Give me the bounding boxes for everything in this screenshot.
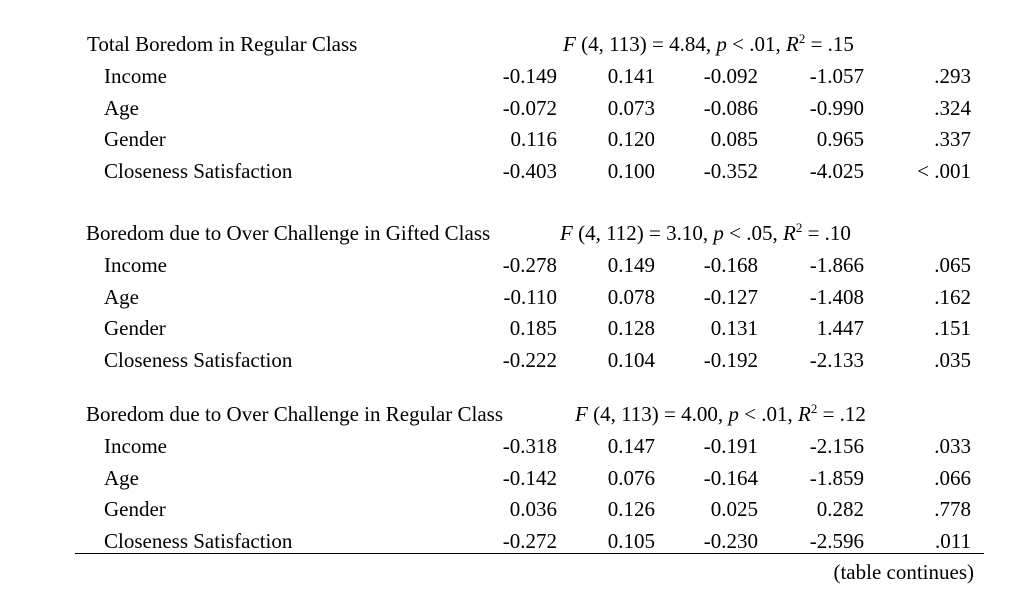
coefficient-b: -0.272 — [502, 529, 557, 553]
beta: -0.086 — [703, 96, 758, 120]
section-title: Boredom due to Over Challenge in Gifted … — [86, 221, 491, 245]
t-value: -2.596 — [809, 529, 864, 553]
table-row: Gender 0.116 0.120 0.085 0.965 .337 — [0, 125, 1027, 153]
beta: -0.191 — [703, 434, 758, 458]
table-row: Age -0.110 0.078 -0.127 -1.408 .162 — [0, 283, 1027, 311]
table-bottom-rule — [75, 553, 984, 554]
coefficient-b: 0.116 — [510, 127, 557, 151]
predictor-label: Gender — [104, 127, 166, 151]
model-statistics: F (4, 113) = 4.00, p < .01, R2 = .12 — [575, 401, 866, 426]
predictor-label: Age — [104, 285, 139, 309]
p-value: .337 — [934, 127, 971, 151]
predictor-label: Closeness Satisfaction — [104, 159, 293, 183]
beta: -0.127 — [703, 285, 758, 309]
coefficient-b: -0.222 — [502, 348, 557, 372]
standard-error: 0.078 — [607, 285, 655, 309]
beta: 0.131 — [710, 316, 758, 340]
standard-error: 0.104 — [607, 348, 655, 372]
coefficient-b: 0.036 — [509, 497, 557, 521]
p-value: .066 — [934, 466, 971, 490]
section-title: Boredom due to Over Challenge in Regular… — [86, 402, 503, 426]
beta: -0.168 — [703, 253, 758, 277]
t-value: 0.282 — [816, 497, 864, 521]
beta: 0.025 — [710, 497, 758, 521]
coefficient-b: -0.149 — [502, 64, 557, 88]
t-value: -1.859 — [809, 466, 864, 490]
standard-error: 0.076 — [607, 466, 655, 490]
table-row: Age -0.142 0.076 -0.164 -1.859 .066 — [0, 464, 1027, 492]
table-row: Income -0.278 0.149 -0.168 -1.866 .065 — [0, 251, 1027, 279]
standard-error: 0.149 — [607, 253, 655, 277]
beta: 0.085 — [710, 127, 758, 151]
t-value: -4.025 — [809, 159, 864, 183]
beta: -0.092 — [703, 64, 758, 88]
coefficient-b: -0.403 — [502, 159, 557, 183]
t-value: 0.965 — [816, 127, 864, 151]
predictor-label: Income — [104, 253, 167, 277]
table-row: Gender 0.036 0.126 0.025 0.282 .778 — [0, 495, 1027, 523]
t-value: -1.408 — [809, 285, 864, 309]
standard-error: 0.126 — [607, 497, 655, 521]
table-row: Income -0.318 0.147 -0.191 -2.156 .033 — [0, 432, 1027, 460]
coefficient-b: 0.185 — [509, 316, 557, 340]
p-value: .778 — [934, 497, 971, 521]
predictor-label: Gender — [104, 316, 166, 340]
coefficient-b: -0.072 — [502, 96, 557, 120]
p-value: .293 — [934, 64, 971, 88]
p-value: .035 — [934, 348, 971, 372]
table-row: Closeness Satisfaction -0.222 0.104 -0.1… — [0, 346, 1027, 374]
standard-error: 0.147 — [607, 434, 655, 458]
beta: -0.164 — [703, 466, 758, 490]
standard-error: 0.100 — [607, 159, 655, 183]
p-value: .324 — [934, 96, 971, 120]
table-row: Gender 0.185 0.128 0.131 1.447 .151 — [0, 314, 1027, 342]
coefficient-b: -0.110 — [503, 285, 557, 309]
predictor-label: Income — [104, 64, 167, 88]
t-value: -1.866 — [809, 253, 864, 277]
section-title: Total Boredom in Regular Class — [87, 32, 358, 56]
p-value: .151 — [934, 316, 971, 340]
model-statistics: F (4, 113) = 4.84, p < .01, R2 = .15 — [563, 31, 854, 56]
coefficient-b: -0.142 — [502, 466, 557, 490]
beta: -0.192 — [703, 348, 758, 372]
predictor-label: Age — [104, 466, 139, 490]
predictor-label: Closeness Satisfaction — [104, 529, 293, 553]
table-continues-note: (table continues) — [833, 560, 974, 584]
predictor-label: Closeness Satisfaction — [104, 348, 293, 372]
table-row: Age -0.072 0.073 -0.086 -0.990 .324 — [0, 94, 1027, 122]
p-value: .011 — [935, 529, 971, 553]
p-value: .033 — [934, 434, 971, 458]
coefficient-b: -0.318 — [502, 434, 557, 458]
table-row: Closeness Satisfaction -0.403 0.100 -0.3… — [0, 157, 1027, 185]
predictor-label: Age — [104, 96, 139, 120]
standard-error: 0.141 — [607, 64, 655, 88]
p-value: .162 — [934, 285, 971, 309]
p-value: < .001 — [917, 159, 971, 183]
t-value: 1.447 — [816, 316, 864, 340]
standard-error: 0.105 — [607, 529, 655, 553]
t-value: -2.156 — [809, 434, 864, 458]
standard-error: 0.128 — [607, 316, 655, 340]
p-value: .065 — [934, 253, 971, 277]
table-row: Closeness Satisfaction -0.272 0.105 -0.2… — [0, 527, 1027, 555]
t-value: -2.133 — [809, 348, 864, 372]
t-value: -0.990 — [809, 96, 864, 120]
standard-error: 0.073 — [607, 96, 655, 120]
model-statistics: F (4, 112) = 3.10, p < .05, R2 = .10 — [560, 220, 851, 245]
table-row: Income -0.149 0.141 -0.092 -1.057 .293 — [0, 62, 1027, 90]
beta: -0.352 — [703, 159, 758, 183]
predictor-label: Income — [104, 434, 167, 458]
standard-error: 0.120 — [607, 127, 655, 151]
predictor-label: Gender — [104, 497, 166, 521]
coefficient-b: -0.278 — [502, 253, 557, 277]
beta: -0.230 — [703, 529, 758, 553]
t-value: -1.057 — [809, 64, 864, 88]
